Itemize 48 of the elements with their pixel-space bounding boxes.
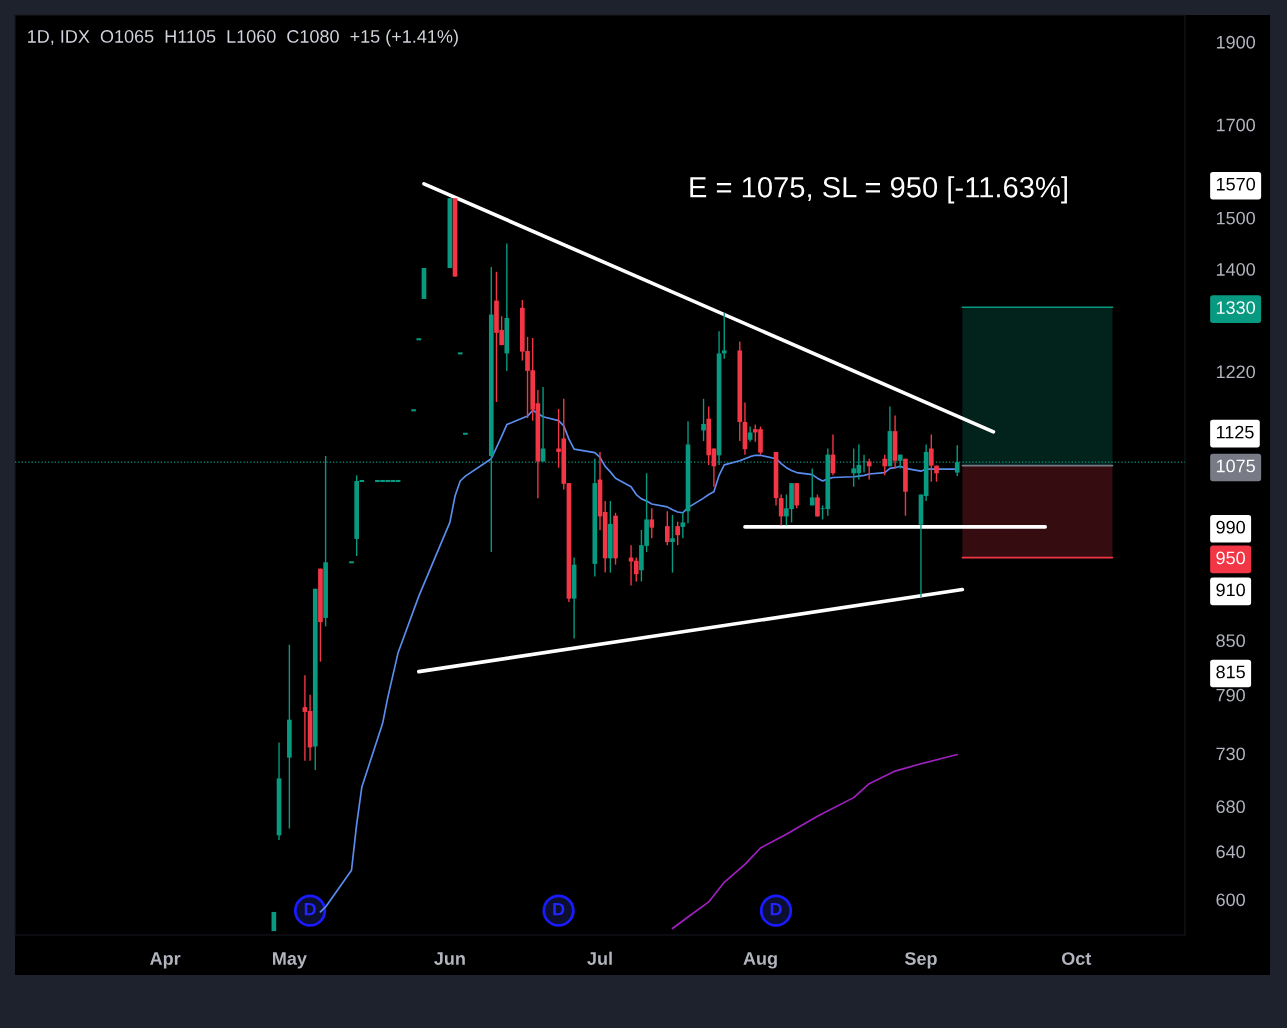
y-tick-label: 1900 [1216,35,1256,49]
y-tick-label: 640 [1216,845,1245,859]
y-tick-label: 1125 [1216,425,1254,439]
annotation: D [553,902,565,916]
y-tick-label: 790 [1216,688,1245,702]
candlestick [778,493,784,527]
candlestick [633,556,639,583]
y-tick-label: 730 [1216,747,1245,761]
candlestick [649,507,655,539]
line-series [671,753,959,930]
y-tick-label: 1700 [1216,118,1256,132]
y-tick-label: 815 [1216,665,1245,679]
candlestick [866,458,872,481]
y-tick-label: 1075 [1216,459,1255,473]
candlestick [664,510,670,546]
candlestick [701,398,706,442]
x-tick-label: Sep [904,952,937,969]
x-tick-label: Jun [434,952,465,965]
y-tick-label: 1330 [1216,301,1256,314]
x-tick-label: May [273,952,307,969]
candlestick [675,520,680,546]
annotation: D [770,902,782,916]
y-tick-label: 1500 [1216,211,1256,225]
candlestick [721,312,727,360]
y-tick-label: 1400 [1216,263,1256,276]
y-tick-label: 600 [1216,893,1245,907]
candlestick [670,514,675,574]
y-tick-label: 680 [1216,800,1245,814]
candlestick [302,674,308,762]
candlestick [882,453,888,477]
candlestick [929,433,934,483]
annotation: E = 1075, SL = 950 [-11.63%] [690,176,1067,204]
text: 1D, IDX O1065 H1105 L1060 C1080 +15 (+1.41%) [28,29,458,47]
x-tick-label: Aug [743,952,777,969]
candlestick [809,467,815,507]
candlestick [954,444,960,477]
x-tick-label: Oct [1061,952,1092,965]
candlestick [794,482,800,510]
y-tick-label: 850 [1216,634,1245,648]
y-tick-label: 1570 [1216,177,1256,191]
y-tick-label: 990 [1216,520,1245,534]
y-tick-label: 910 [1216,583,1245,597]
y-tick-label: 950 [1216,551,1245,565]
x-tick-label: Jul [587,951,612,965]
x-tick-label: Apr [150,952,181,969]
annotation: D [304,902,316,916]
y-tick-label: 1220 [1216,365,1256,379]
candlestick [680,512,686,539]
